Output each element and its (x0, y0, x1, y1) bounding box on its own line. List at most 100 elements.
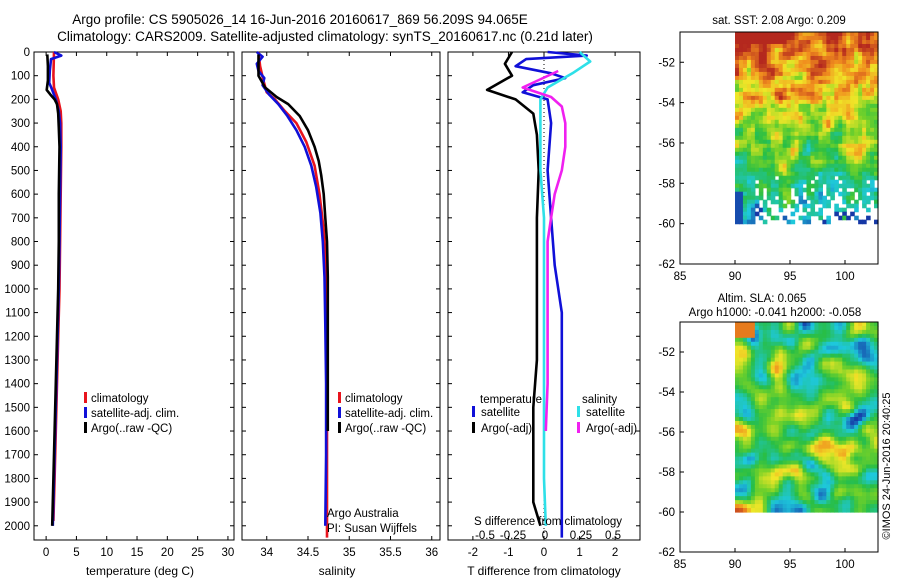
map-cell (862, 159, 867, 165)
map-cell (750, 345, 756, 351)
map-cell (838, 377, 843, 382)
map-cell (838, 333, 843, 339)
map-cell (818, 369, 823, 375)
map-cell (842, 417, 847, 422)
map-cell (790, 381, 796, 386)
map-cell (850, 71, 855, 77)
map-cell (810, 460, 816, 466)
map-cell (830, 405, 835, 410)
map-cell (822, 51, 827, 57)
map-cell (822, 167, 827, 173)
map-cell (798, 91, 804, 97)
map-cell (818, 337, 823, 343)
map-cell (854, 39, 859, 45)
map-cell (866, 409, 871, 414)
map-cell (762, 179, 768, 185)
map-cell (746, 333, 752, 339)
map-cell (818, 75, 823, 81)
map-cell (738, 488, 744, 493)
map-cell (810, 175, 816, 181)
map-cell (866, 159, 871, 165)
map-cell (826, 409, 831, 414)
map-cell (778, 207, 784, 213)
map-cell (822, 476, 827, 481)
map-cell (762, 413, 768, 418)
map-cell (834, 369, 839, 375)
map-cell (806, 71, 812, 77)
map-cell (782, 159, 788, 165)
map-cell (870, 337, 875, 343)
map-cell (754, 349, 760, 355)
map-cell (735, 215, 740, 221)
map-cell (850, 460, 855, 466)
map-cell (742, 167, 748, 173)
map-cell (754, 47, 760, 53)
map-cell (806, 496, 812, 501)
map-cell (750, 397, 756, 402)
map-cell (754, 476, 760, 481)
map-cell (826, 373, 831, 379)
map-cell (798, 401, 804, 406)
map-cell (838, 468, 843, 474)
map-cell (778, 393, 784, 398)
map-cell (838, 389, 843, 394)
map-cell (735, 381, 740, 386)
map-cell (858, 504, 863, 509)
map-cell (735, 409, 740, 414)
map-cell (750, 432, 756, 438)
map-cell (754, 488, 760, 493)
map-cell (842, 87, 847, 93)
map-cell (750, 179, 756, 185)
map-cell (862, 460, 867, 466)
map-cell (735, 460, 740, 466)
map-cell (786, 63, 792, 69)
map-cell (838, 405, 843, 410)
map-cell (810, 35, 816, 41)
map-cell (866, 393, 871, 398)
map-cell (870, 413, 875, 418)
map-cell (786, 91, 792, 97)
map-cell (838, 504, 843, 509)
map-cell (850, 143, 855, 149)
map-cell (782, 179, 788, 185)
map-cell (858, 32, 863, 37)
map-cell (842, 329, 847, 335)
map-cell (738, 508, 744, 513)
map-cell (802, 448, 808, 454)
map-cell (838, 357, 843, 363)
map-cell (818, 187, 823, 193)
map-cell (738, 151, 744, 157)
map-cell (742, 377, 748, 382)
map-cell (790, 436, 796, 442)
map-cell (858, 365, 863, 371)
map-cell (746, 207, 752, 213)
map-cell (774, 199, 780, 205)
map-cell (830, 385, 835, 390)
map-cell (814, 353, 820, 359)
map-cell (846, 215, 851, 221)
map-cell (854, 83, 859, 89)
map-cell (766, 373, 772, 379)
map-cell (814, 55, 820, 61)
map-cell (854, 389, 859, 394)
legend-swatch (472, 422, 475, 433)
map-cell (842, 464, 847, 470)
map-cell (778, 99, 784, 105)
map-cell (738, 389, 744, 394)
map-cell (862, 127, 867, 133)
map-cell (766, 115, 772, 121)
map-cell (738, 159, 744, 165)
map-cell (806, 504, 812, 509)
map-cell (770, 456, 776, 462)
map-cell (818, 91, 823, 97)
map-cell (770, 460, 776, 466)
map-cell (854, 373, 859, 379)
map-cell (826, 155, 831, 161)
map-cell (746, 496, 752, 501)
map-cell (870, 448, 875, 454)
map-cell (770, 349, 776, 355)
map-cell (818, 325, 823, 331)
map-cell (735, 55, 740, 61)
map-cell (774, 163, 780, 169)
map-cell (782, 448, 788, 454)
